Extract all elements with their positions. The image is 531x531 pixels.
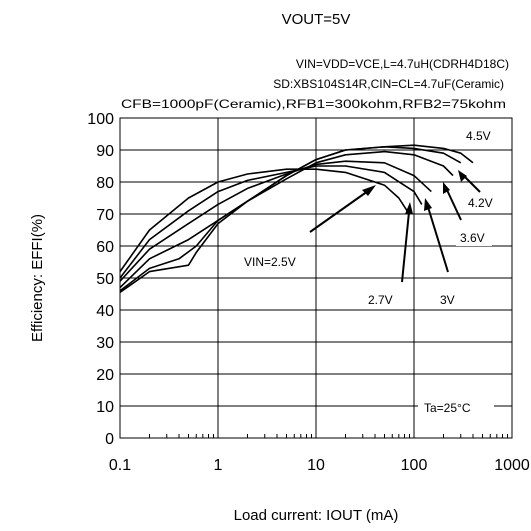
label-bg-2.7v (364, 290, 402, 308)
x-tick-0.1: 0.1 (109, 457, 131, 474)
x-tick-labels: 0.1 1 10 100 1000 (109, 457, 530, 474)
arrows (309, 170, 481, 283)
annotation-bg (418, 397, 494, 417)
y-tick-40: 40 (96, 303, 114, 320)
series-line-5 (119, 144, 474, 294)
y-tick-50: 50 (96, 271, 114, 288)
arrow-3.6v (446, 189, 462, 221)
y-tick-labels: 0 10 20 30 40 50 60 70 80 90 100 (87, 111, 114, 448)
arrow-2.5v (309, 190, 369, 233)
series-group (119, 144, 474, 294)
minor-ticks (149, 434, 509, 438)
arrow-2.7v-head (405, 202, 413, 214)
series-line-3 (119, 150, 454, 289)
arrow-3v (427, 206, 449, 273)
y-tick-60: 60 (96, 239, 114, 256)
x-tick-1: 1 (214, 457, 223, 474)
label-3v: 3V (440, 293, 455, 307)
y-tick-90: 90 (96, 143, 114, 160)
label-4.2v: 4.2V (468, 196, 493, 210)
temperature-annotation: Ta=25°C (424, 401, 471, 415)
y-tick-10: 10 (96, 399, 114, 416)
chart-title: VOUT=5V (282, 11, 351, 28)
x-tick-1000: 1000 (494, 457, 530, 474)
series-line-2 (119, 160, 432, 282)
arrow-2.5v-head (362, 185, 376, 196)
series-line-0 (119, 168, 408, 273)
label-bg-3.6v (456, 228, 492, 246)
label-bg-4.5v (456, 126, 498, 144)
series-line-1 (119, 165, 423, 279)
label-4.5v: 4.5V (466, 129, 491, 143)
label-bg-2.5v (240, 252, 312, 270)
y-tick-100: 100 (87, 111, 114, 128)
arrow-4.2v-head (458, 170, 467, 182)
arrow-2.7v (401, 211, 410, 283)
arrow-3v-head (424, 198, 432, 211)
y-tick-30: 30 (96, 335, 114, 352)
y-tick-20: 20 (96, 367, 114, 384)
condition-line-1: VIN=VDD=VCE,L=4.7uH(CDRH4D18C) (296, 57, 509, 71)
y-axis-label: Efficiency: EFFI(%) (29, 214, 46, 342)
arrow-3.6v-head (443, 182, 450, 194)
x-tick-100: 100 (401, 457, 428, 474)
x-tick-10: 10 (307, 457, 325, 474)
y-tick-70: 70 (96, 207, 114, 224)
y-tick-80: 80 (96, 175, 114, 192)
label-bg-3v (434, 290, 464, 308)
y-tick-0: 0 (105, 431, 114, 448)
label-3.6v: 3.6V (460, 231, 485, 245)
condition-line-2: SD:XBS104S14R,CIN=CL=4.7uF(Ceramic) (273, 77, 504, 91)
arrow-4.2v (463, 175, 481, 193)
label-vin-2.5v: VIN=2.5V (244, 255, 296, 269)
x-axis-label: Load current: IOUT (mA) (234, 507, 399, 524)
label-bg-4.2v (464, 193, 500, 211)
condition-line-3: CFB=1000pF(Ceramic),RFB1=300kohm,RFB2=75… (121, 97, 506, 111)
label-2.7v: 2.7V (368, 293, 393, 307)
